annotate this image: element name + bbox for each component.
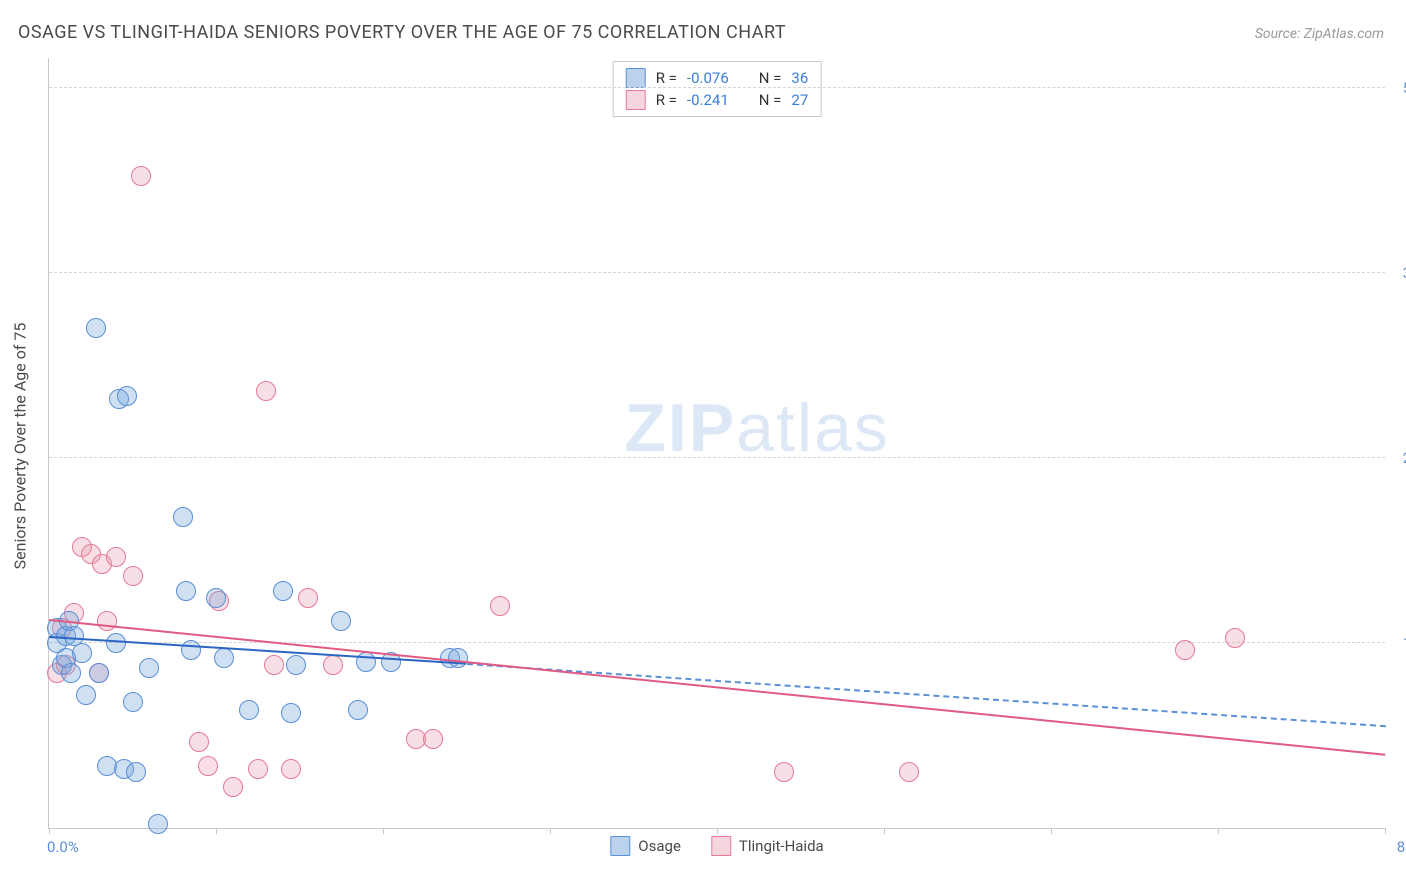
series-legend: Osage Tlingit-Haida [610, 836, 823, 856]
data-point [323, 655, 343, 675]
data-point [1175, 640, 1195, 660]
data-point [331, 611, 351, 631]
data-point [76, 685, 96, 705]
legend-row-tlingit: R = -0.241 N = 27 [626, 89, 809, 111]
y-axis-label: Seniors Poverty Over the Age of 75 [11, 323, 30, 570]
data-point [106, 633, 126, 653]
x-tick [1051, 828, 1052, 834]
x-tick [884, 828, 885, 834]
source-attribution: Source: ZipAtlas.com [1255, 26, 1384, 42]
regression-line [466, 663, 1385, 727]
x-tick-label-end: 80.0% [1397, 838, 1406, 856]
data-point [106, 547, 126, 567]
x-tick [383, 828, 384, 834]
plot-area: ZIPatlas R = -0.076 N = 36 R = -0.241 N … [48, 58, 1385, 829]
data-point [181, 640, 201, 660]
data-point [89, 663, 109, 683]
x-tick [49, 828, 50, 834]
data-point [176, 581, 196, 601]
data-point [448, 648, 468, 668]
data-point [223, 777, 243, 797]
data-point [139, 658, 159, 678]
x-tick-label-start: 0.0% [47, 838, 79, 856]
watermark: ZIPatlas [624, 389, 889, 467]
chart-container: OSAGE VS TLINGIT-HAIDA SENIORS POVERTY O… [0, 0, 1406, 892]
data-point [123, 692, 143, 712]
data-point [281, 759, 301, 779]
data-point [264, 655, 284, 675]
data-point [1225, 628, 1245, 648]
chart-title: OSAGE VS TLINGIT-HAIDA SENIORS POVERTY O… [18, 22, 786, 43]
data-point [281, 703, 301, 723]
data-point [348, 700, 368, 720]
swatch-osage [626, 68, 646, 88]
data-point [248, 759, 268, 779]
data-point [173, 507, 193, 527]
gridline [49, 87, 1385, 88]
data-point [298, 588, 318, 608]
swatch-tlingit-icon [711, 836, 731, 856]
legend-item-osage: Osage [610, 836, 681, 856]
legend-item-tlingit: Tlingit-Haida [711, 836, 824, 856]
data-point [117, 386, 137, 406]
gridline [49, 272, 1385, 273]
data-point [273, 581, 293, 601]
correlation-legend: R = -0.076 N = 36 R = -0.241 N = 27 [613, 61, 822, 117]
data-point [131, 166, 151, 186]
data-point [148, 814, 168, 834]
data-point [899, 762, 919, 782]
data-point [189, 732, 209, 752]
data-point [86, 318, 106, 338]
data-point [490, 596, 510, 616]
data-point [126, 762, 146, 782]
x-tick [717, 828, 718, 834]
x-tick [216, 828, 217, 834]
swatch-tlingit [626, 90, 646, 110]
x-tick [1385, 828, 1386, 834]
gridline [49, 457, 1385, 458]
data-point [214, 648, 234, 668]
data-point [423, 729, 443, 749]
data-point [198, 756, 218, 776]
data-point [256, 381, 276, 401]
regression-line [49, 619, 1385, 756]
data-point [239, 700, 259, 720]
data-point [61, 663, 81, 683]
swatch-osage-icon [610, 836, 630, 856]
data-point [206, 588, 226, 608]
data-point [123, 566, 143, 586]
data-point [72, 643, 92, 663]
x-tick [550, 828, 551, 834]
data-point [286, 655, 306, 675]
data-point [774, 762, 794, 782]
x-tick [1218, 828, 1219, 834]
